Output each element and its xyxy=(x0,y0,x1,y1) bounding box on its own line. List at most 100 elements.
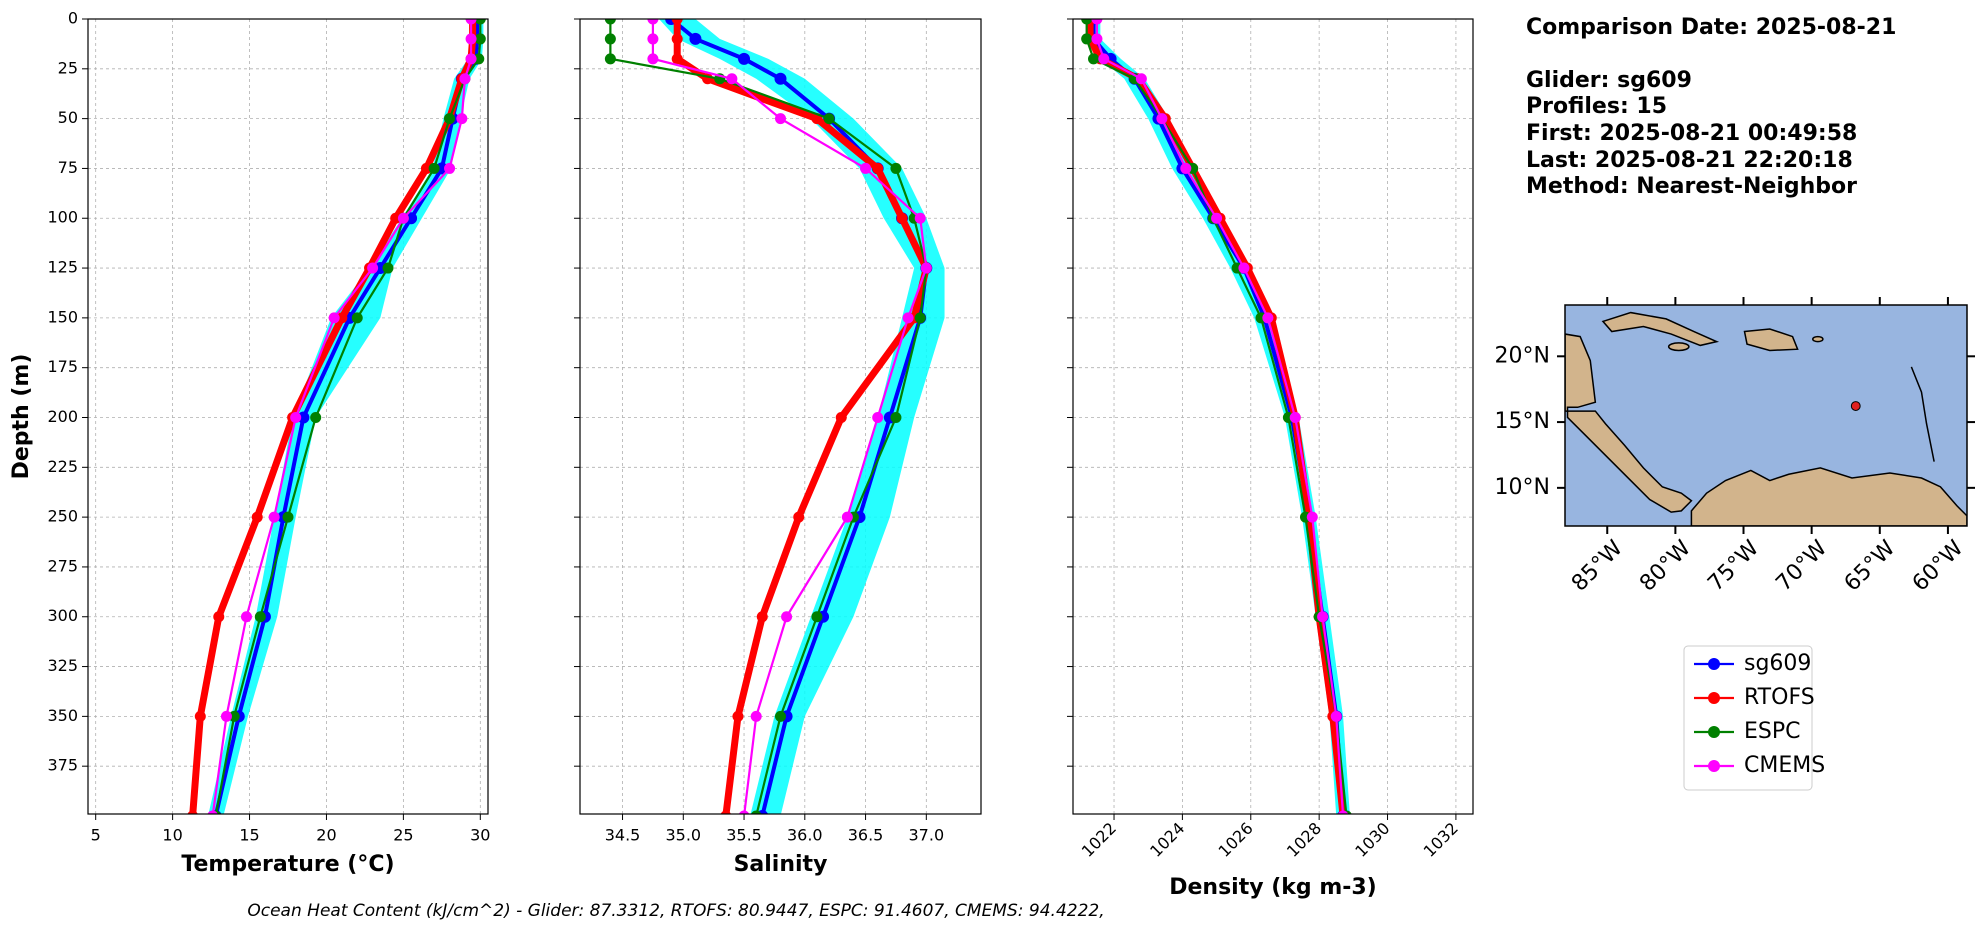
y-tick-label: 50 xyxy=(58,108,78,127)
x-axis-title: Temperature (°C) xyxy=(181,852,394,877)
y-tick-label: 350 xyxy=(47,706,78,725)
plot-area xyxy=(604,19,945,814)
series-marker xyxy=(647,53,659,65)
series-marker xyxy=(914,212,926,224)
x-tick-label: 37.0 xyxy=(909,826,945,845)
series-marker xyxy=(781,611,793,623)
plot-area xyxy=(187,19,486,814)
series-marker xyxy=(282,511,294,523)
series-marker xyxy=(720,810,731,814)
series-marker xyxy=(1238,262,1250,274)
axes-frame xyxy=(87,18,489,815)
series-marker xyxy=(1081,33,1093,45)
land xyxy=(1690,467,1967,526)
series-marker xyxy=(1330,710,1342,722)
info-line: Last: 2025-08-21 22:20:18 xyxy=(1526,148,1853,173)
series-marker xyxy=(240,611,252,623)
y-tick-label: 25 xyxy=(58,58,78,77)
series-marker xyxy=(367,262,379,274)
legend-label: CMEMS xyxy=(1744,753,1825,778)
series-marker xyxy=(397,212,409,224)
series-marker xyxy=(459,73,471,85)
land xyxy=(1743,328,1799,352)
series-marker xyxy=(811,611,823,623)
series-marker xyxy=(793,511,805,523)
x-tick-label: 5 xyxy=(91,826,101,845)
footer: Ocean Heat Content (kJ/cm^2) - Glider: 8… xyxy=(247,901,1104,921)
series-marker xyxy=(1081,19,1093,25)
map: 10°N15°N20°N85°W 80°W 75°W 70°W 65°W 60°W xyxy=(1495,297,1975,596)
info-line: Comparison Date: 2025-08-21 xyxy=(1526,15,1896,40)
land xyxy=(1812,335,1824,343)
series-marker xyxy=(254,611,266,623)
series-line xyxy=(673,19,931,814)
series-marker xyxy=(1289,411,1301,423)
legend-marker xyxy=(1708,692,1720,704)
series-marker xyxy=(420,162,432,174)
series-marker xyxy=(671,33,683,45)
series-marker xyxy=(872,411,884,423)
y-tick-label: 150 xyxy=(47,307,78,326)
legend-label: sg609 xyxy=(1744,651,1811,676)
series-marker xyxy=(604,19,616,25)
legend-marker xyxy=(1708,726,1720,738)
series-marker xyxy=(390,212,402,224)
series-marker xyxy=(382,262,394,274)
series-marker xyxy=(896,212,908,224)
series-marker xyxy=(435,162,448,175)
series-marker xyxy=(428,162,440,174)
series-marker xyxy=(474,19,486,25)
series-marker xyxy=(823,113,835,125)
map-lat-label: 15°N xyxy=(1495,409,1550,434)
map-lat-label: 20°N xyxy=(1495,343,1550,368)
glider-location xyxy=(1850,401,1861,411)
info-line: First: 2025-08-21 00:49:58 xyxy=(1526,121,1857,146)
series-marker xyxy=(405,212,418,225)
series-line xyxy=(651,19,928,814)
series-marker xyxy=(872,162,884,174)
x-tick-label: 20 xyxy=(316,826,336,845)
series-marker xyxy=(732,710,744,722)
x-tick-label: 36.0 xyxy=(787,826,823,845)
series-marker xyxy=(920,262,932,274)
info-line: Profiles: 15 xyxy=(1526,94,1667,119)
y-tick-label: 375 xyxy=(47,756,78,775)
series-marker xyxy=(1156,113,1168,125)
series-marker xyxy=(890,411,902,423)
land xyxy=(1601,311,1720,347)
series-marker xyxy=(444,162,456,174)
series-marker xyxy=(290,411,302,423)
map-frame xyxy=(1564,304,1968,527)
legend-marker xyxy=(1708,658,1720,670)
series-marker xyxy=(890,162,902,174)
map-lat-label: 10°N xyxy=(1495,475,1550,500)
series-marker xyxy=(194,710,206,722)
y-tick-label: 200 xyxy=(47,407,78,426)
y-tick-label: 125 xyxy=(47,258,78,277)
series-marker xyxy=(228,710,240,722)
y-tick-label: 175 xyxy=(47,357,78,376)
series-marker xyxy=(1211,212,1223,224)
series-marker xyxy=(775,113,786,125)
series-marker xyxy=(1262,312,1274,324)
series-marker xyxy=(756,611,768,623)
series-marker xyxy=(604,53,616,65)
series-marker xyxy=(750,710,762,722)
legend-label: RTOFS xyxy=(1744,685,1815,710)
y-axis-title: Depth (m) xyxy=(9,354,34,480)
axes-frame xyxy=(579,18,982,815)
y-tick-label: 275 xyxy=(47,556,78,575)
series-marker xyxy=(1317,611,1329,623)
plot-area xyxy=(1081,19,1352,814)
series-marker xyxy=(738,52,751,65)
series-marker xyxy=(328,312,340,324)
series-marker xyxy=(374,262,387,275)
x-tick-label: 25 xyxy=(393,826,413,845)
info-line: Method: Nearest-Neighbor xyxy=(1526,174,1857,199)
series-marker xyxy=(647,19,659,25)
series-marker xyxy=(444,113,456,125)
y-tick-label: 300 xyxy=(47,606,78,625)
legend: sg609 RTOFS ESPC CMEMS xyxy=(1683,645,1825,791)
series-marker xyxy=(268,511,280,523)
